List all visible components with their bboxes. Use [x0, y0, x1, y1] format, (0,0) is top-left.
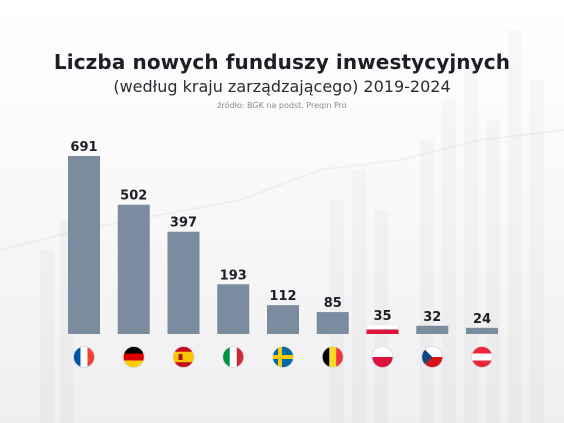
value-label: 397 — [170, 216, 197, 231]
flag-italy-icon — [222, 346, 245, 368]
chart-subtitle: (według kraju zarządzającego) 2019-2024 — [113, 77, 451, 96]
value-label: 193 — [220, 268, 247, 283]
value-label: 24 — [473, 312, 491, 327]
bar — [316, 312, 349, 334]
flag-spain-icon — [172, 346, 195, 368]
bar — [117, 204, 150, 334]
bar — [68, 156, 100, 334]
bar — [366, 324, 399, 334]
flag-france-icon — [73, 346, 95, 368]
flag-sweden-icon — [272, 346, 294, 368]
chart-source: źródło: BGK na podst. Preqin Pro — [217, 101, 347, 110]
flag-poland-icon — [371, 346, 394, 368]
flag-germany-icon — [122, 346, 145, 368]
value-label: 112 — [269, 289, 296, 304]
flag-austria-icon — [471, 346, 493, 368]
value-label: 502 — [120, 189, 147, 204]
bar — [267, 305, 299, 334]
value-label: 85 — [324, 296, 342, 311]
value-label: 32 — [423, 310, 441, 325]
value-label: 691 — [70, 140, 97, 155]
bar — [416, 325, 449, 334]
bar — [466, 327, 498, 334]
flag-czechia-icon — [421, 346, 444, 368]
bar — [217, 284, 250, 334]
value-label: 35 — [373, 309, 391, 324]
bar — [167, 231, 200, 334]
flag-belgium-icon — [321, 346, 344, 368]
chart-title: Liczba nowych funduszy inwestycyjnych — [53, 50, 511, 74]
